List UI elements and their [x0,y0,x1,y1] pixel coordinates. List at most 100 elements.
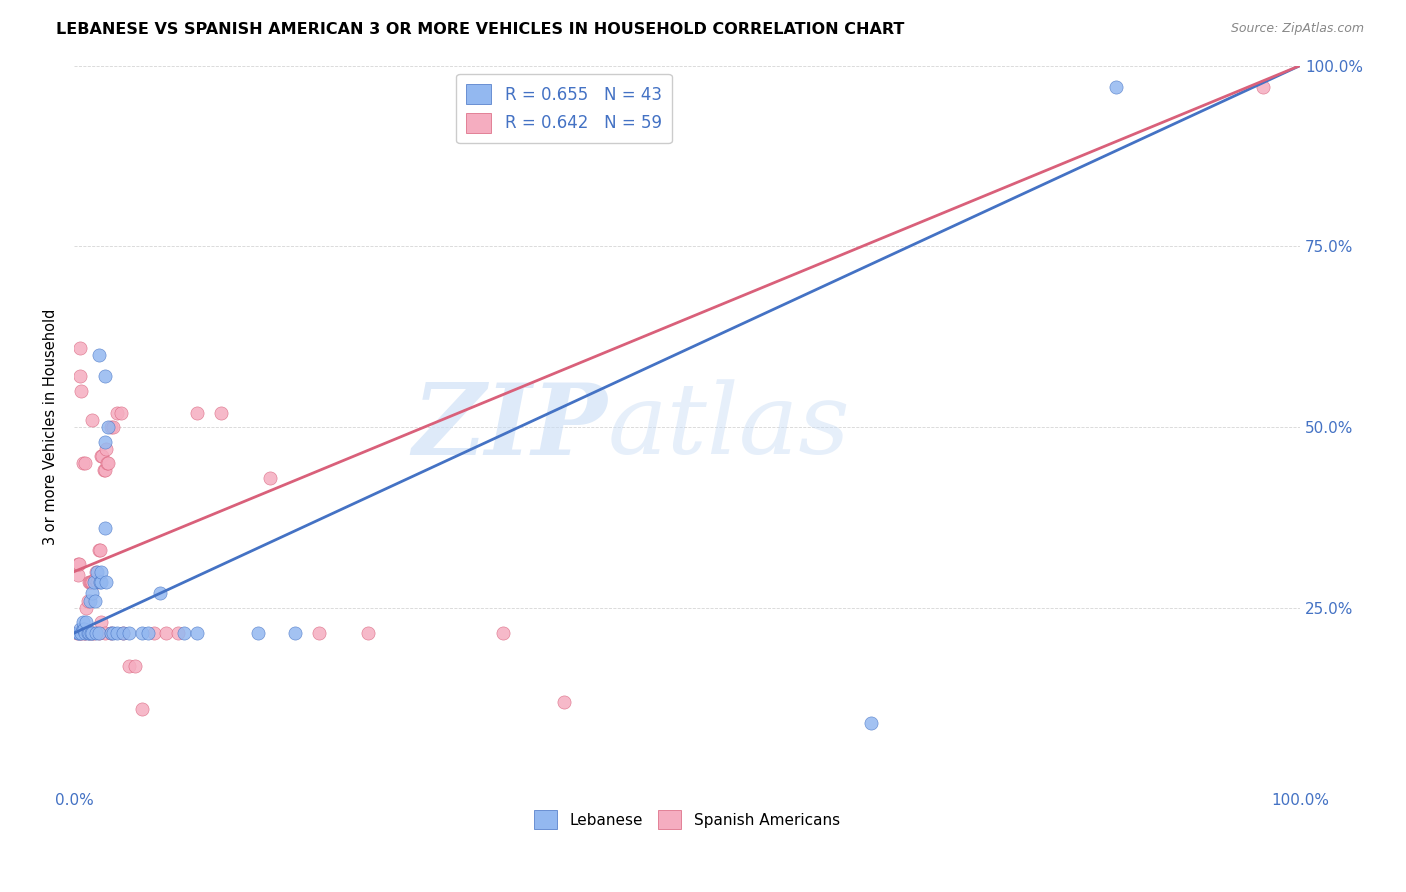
Point [82,575,104,590]
Point [66,626,89,640]
Point [69,341,91,355]
Point [110,406,132,420]
Point [77,626,100,640]
Point [357,626,380,640]
Point [93,626,115,640]
Point [96,456,118,470]
Point [72,623,94,637]
Point [186,626,208,640]
Point [112,626,135,640]
Point [105,406,128,420]
Point [149,586,172,600]
Point [69,369,91,384]
Point [1251,80,1274,95]
Point [66,568,89,582]
Point [75,456,97,470]
Point [72,456,94,470]
Point [82,626,104,640]
Point [186,406,208,420]
Point [118,626,141,640]
Point [142,626,165,640]
Point [84,565,107,579]
Point [75,615,97,630]
Point [308,626,330,640]
Point [89,575,111,590]
Point [136,626,159,640]
Point [131,702,153,716]
Point [82,413,104,427]
Point [173,626,195,640]
Point [859,716,882,731]
Point [93,463,115,477]
Point [84,626,107,640]
Point [86,575,108,590]
Point [209,406,232,420]
Point [75,626,97,640]
Point [65,626,87,640]
Point [94,575,117,590]
Point [84,572,107,586]
Point [83,575,105,590]
Point [79,575,101,590]
Point [73,626,96,640]
Text: atlas: atlas [607,379,851,475]
Point [66,558,89,572]
Text: ZIP: ZIP [412,379,607,475]
Y-axis label: 3 or more Vehicles in Household: 3 or more Vehicles in Household [44,309,58,545]
Point [93,463,115,477]
Point [70,626,93,640]
Point [105,626,128,640]
Point [70,384,93,398]
Point [284,626,307,640]
Point [93,434,115,449]
Point [82,626,104,640]
Point [553,695,575,709]
Point [103,626,125,640]
Point [72,615,94,630]
Point [167,626,190,640]
Point [73,623,96,637]
Point [87,348,110,362]
Point [77,626,100,640]
Point [77,575,100,590]
Point [93,369,115,384]
Point [112,626,135,640]
Point [82,586,104,600]
Point [72,623,94,637]
Text: LEBANESE VS SPANISH AMERICAN 3 OR MORE VEHICLES IN HOUSEHOLD CORRELATION CHART: LEBANESE VS SPANISH AMERICAN 3 OR MORE V… [56,22,904,37]
Point [103,420,125,434]
Point [87,543,110,558]
Point [155,626,177,640]
Point [80,575,103,590]
Point [492,626,515,640]
Point [124,658,146,673]
Point [75,626,97,640]
Point [76,626,98,640]
Point [100,626,122,640]
Point [94,442,117,456]
Text: Source: ZipAtlas.com: Source: ZipAtlas.com [1230,22,1364,36]
Point [89,543,111,558]
Point [67,626,90,640]
Point [131,626,153,640]
Point [87,626,110,640]
Point [100,626,122,640]
Point [70,626,93,640]
Point [80,626,103,640]
Point [84,593,107,607]
Point [91,449,114,463]
Point [90,575,112,590]
Point [90,615,112,630]
Point [86,565,108,579]
Point [87,626,110,640]
Point [118,658,141,673]
Point [83,626,105,640]
Point [259,471,281,485]
Point [97,456,120,470]
Point [69,623,91,637]
Point [246,626,269,640]
Point [90,565,112,579]
Point [75,600,97,615]
Point [67,558,90,572]
Point [93,521,115,535]
